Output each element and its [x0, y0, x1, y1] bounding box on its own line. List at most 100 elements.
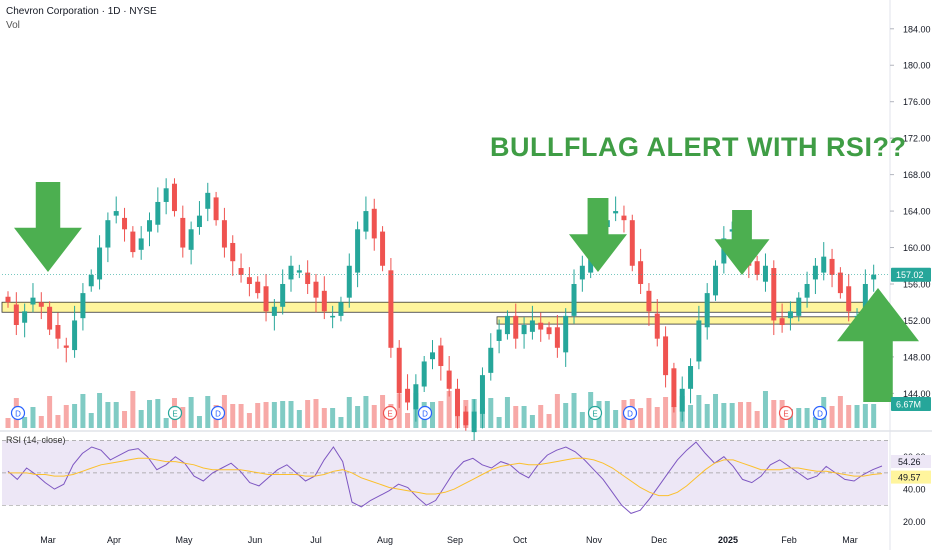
- event-marker-letter: E: [387, 410, 392, 419]
- volume-bar: [338, 417, 344, 428]
- rsi-line: [7, 441, 883, 514]
- candle-body: [338, 302, 344, 316]
- volume-bar: [230, 404, 236, 428]
- x-tick-label: 2025: [718, 535, 738, 545]
- x-tick-label: Apr: [107, 535, 121, 545]
- rsi-value-badge: [891, 470, 931, 484]
- event-marker: [210, 405, 226, 421]
- volume-bar: [488, 398, 494, 428]
- candle-body: [421, 361, 427, 387]
- candle-body: [321, 290, 327, 312]
- volume-bar: [205, 396, 211, 428]
- price-tick-label: 176.00: [903, 97, 931, 107]
- x-tick-label: May: [175, 535, 193, 545]
- candle-body: [396, 347, 402, 394]
- candle-body: [221, 220, 227, 248]
- rsi-ma-line: [8, 457, 883, 497]
- candle-body: [105, 220, 111, 248]
- price-tick-label: 180.00: [903, 61, 931, 71]
- volume-bar: [554, 394, 560, 428]
- candle-body: [871, 274, 877, 280]
- candle-body: [629, 220, 635, 266]
- volume-bar: [729, 403, 735, 428]
- volume-bar: [255, 403, 261, 428]
- volume-bar: [47, 396, 53, 428]
- volume-bar: [704, 404, 710, 428]
- candle-body: [288, 265, 294, 280]
- volume-bar: [130, 391, 136, 428]
- price-tick-label: 144.00: [903, 389, 931, 399]
- volume-bar: [271, 402, 277, 428]
- candle-body: [246, 277, 252, 284]
- x-tick-label: Sep: [447, 535, 463, 545]
- x-tick-label: Jun: [248, 535, 263, 545]
- candle-body: [147, 220, 153, 232]
- candle-body: [22, 311, 28, 323]
- candle-body: [671, 368, 677, 408]
- volume-bar: [688, 405, 694, 428]
- candle-body: [63, 345, 69, 348]
- candle-body: [371, 208, 377, 239]
- candle-body: [571, 283, 577, 316]
- candle-body: [255, 281, 261, 294]
- volume-bar: [88, 413, 94, 428]
- price-tick-label: 184.00: [903, 24, 931, 34]
- candle-body: [563, 315, 569, 353]
- volume-bar: [396, 394, 402, 428]
- volume-bar: [563, 403, 569, 428]
- support-band: [496, 316, 889, 325]
- event-marker: [417, 405, 433, 421]
- volume-bar: [355, 406, 361, 428]
- candle-body: [171, 183, 177, 212]
- volume-bar: [380, 395, 386, 428]
- x-tick-label: Aug: [377, 535, 393, 545]
- volume-bar: [321, 408, 327, 428]
- volume-bar: [280, 401, 286, 428]
- candle-body: [80, 293, 86, 319]
- candle-body: [230, 242, 236, 262]
- event-marker-letter: D: [215, 410, 221, 419]
- candle-body: [862, 283, 868, 316]
- volume-bar: [613, 410, 619, 428]
- candle-body: [779, 318, 785, 326]
- candle-body: [821, 256, 827, 273]
- volume-label: Vol: [6, 20, 20, 31]
- volume-bar: [871, 404, 877, 428]
- volume-bar: [72, 404, 78, 428]
- volume-bar: [771, 400, 777, 428]
- x-tick-label: Mar: [842, 535, 858, 545]
- candle-body: [330, 315, 336, 318]
- candle-body: [554, 327, 560, 348]
- event-marker-letter: D: [15, 410, 21, 419]
- volume-bar: [113, 402, 119, 428]
- volume-bar: [663, 397, 669, 428]
- candle-body: [163, 188, 169, 202]
- candle-body: [438, 345, 444, 367]
- volume-bar: [363, 396, 369, 428]
- candle-body: [829, 258, 835, 275]
- volume-bar: [696, 395, 702, 428]
- candle-body: [471, 411, 477, 433]
- candle-body: [679, 388, 685, 412]
- candle-body: [621, 215, 627, 221]
- candle-body: [787, 311, 793, 319]
- candle-body: [180, 217, 186, 248]
- candle-body: [696, 320, 702, 362]
- volume-bar: [646, 398, 652, 428]
- volume-bar: [796, 408, 802, 428]
- volume-bar: [138, 410, 144, 428]
- volume-bar: [737, 402, 743, 428]
- candle-body: [305, 272, 311, 284]
- candle-body: [13, 304, 19, 326]
- support-band: [1, 301, 889, 313]
- candle-body: [196, 215, 202, 228]
- volume-bar: [63, 405, 69, 428]
- event-marker-letter: D: [422, 410, 428, 419]
- candle-body: [271, 306, 277, 316]
- candle-body: [72, 320, 78, 351]
- volume-bar: [837, 396, 843, 428]
- last-price-badge: [891, 267, 931, 282]
- volume-bar: [762, 391, 768, 428]
- candle-body: [688, 366, 694, 389]
